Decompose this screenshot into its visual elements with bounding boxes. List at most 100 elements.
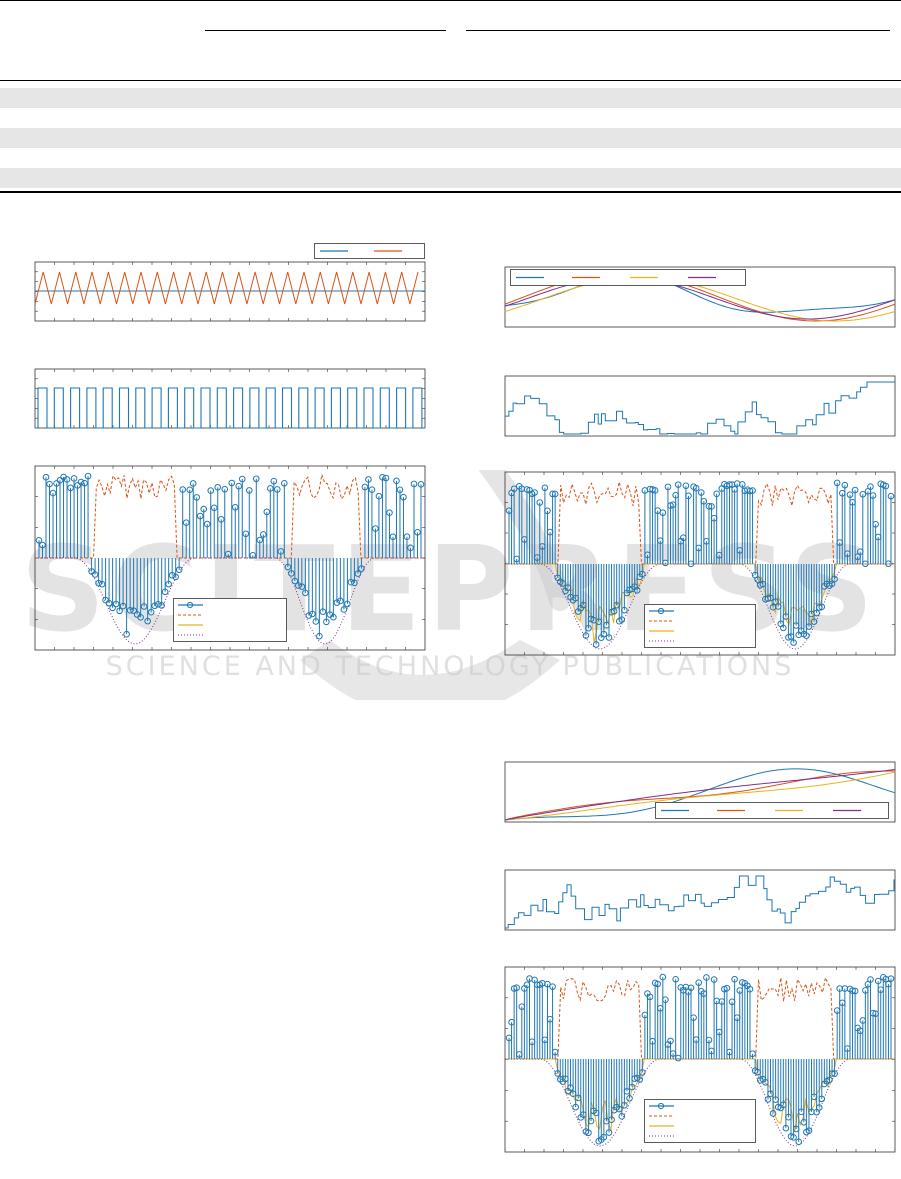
stem-marker (375, 492, 383, 500)
stem-marker (667, 1037, 674, 1045)
stem-marker (56, 476, 64, 484)
right-bottom-plot-steps (504, 869, 896, 931)
stem-marker (585, 624, 592, 632)
square-wave-line (35, 387, 425, 429)
stem-marker (746, 985, 754, 993)
stem-marker (790, 1134, 797, 1141)
stem-marker (541, 484, 549, 492)
stem-marker (407, 544, 414, 552)
stem-marker (168, 571, 176, 579)
stem-marker (396, 486, 404, 494)
stem-marker (662, 996, 669, 1004)
stem-marker (302, 589, 309, 597)
left-plot-square-wave (34, 368, 426, 429)
stem-marker (510, 485, 518, 493)
stem-marker (697, 489, 705, 496)
stem-marker (608, 1116, 615, 1123)
stem-marker (674, 1054, 682, 1062)
stem-marker (214, 483, 222, 491)
stem-marker (869, 1009, 877, 1017)
stem-marker (659, 973, 667, 981)
stem-marker (116, 607, 123, 615)
stem-marker (361, 483, 369, 491)
stem-marker (710, 976, 718, 983)
stem-marker (182, 519, 190, 527)
left-legend-bottom (173, 598, 287, 642)
stem-marker (217, 516, 225, 523)
right-top-plot-steps (504, 375, 896, 437)
stem-marker (295, 582, 302, 589)
stem-marker (161, 588, 169, 596)
stem-marker (81, 479, 88, 487)
stem-marker (780, 624, 787, 632)
stem-marker (639, 570, 646, 578)
stem-marker (372, 525, 379, 532)
left-plot-stem (34, 465, 426, 651)
stem-marker (235, 482, 243, 490)
stem-marker (531, 489, 538, 496)
stem-marker (330, 613, 337, 621)
stem-marker (382, 474, 390, 482)
stem-marker (659, 509, 667, 517)
stem-marker (887, 492, 895, 500)
stem-marker (810, 618, 818, 625)
stem-marker (238, 475, 246, 483)
stem-marker (333, 599, 341, 606)
stem-marker (196, 512, 204, 520)
stem-marker (672, 975, 679, 983)
stem-marker (795, 1138, 803, 1146)
stem-marker (351, 579, 358, 587)
stem-marker (249, 551, 257, 559)
stem-marker (695, 979, 703, 986)
right-bottom-plot-stem (504, 966, 896, 1153)
stem-marker (664, 483, 672, 491)
right-bottom-legend-bottom (644, 1099, 756, 1143)
stem-marker (263, 508, 271, 516)
stem-marker (400, 493, 407, 501)
stem-marker (685, 492, 692, 500)
stem-marker (782, 1124, 790, 1132)
stem-marker (252, 475, 260, 483)
stem-marker (210, 504, 218, 512)
stem-marker (354, 570, 362, 577)
stem-markers (35, 472, 425, 640)
stem-marker (705, 1036, 713, 1044)
stem-marker (690, 1014, 697, 1021)
stem-marker (769, 1110, 777, 1117)
stem-marker (137, 614, 144, 621)
stem-marker (551, 490, 559, 498)
stem-marker (682, 482, 690, 490)
stem-marker (228, 479, 236, 487)
right-top-legend-bottom (644, 604, 756, 648)
series-dash-orange (35, 474, 425, 559)
stem-marker (692, 484, 700, 492)
x-ticks (35, 262, 425, 321)
stem-marker (764, 1096, 772, 1103)
stem-marker (319, 608, 327, 615)
stem-marker (849, 987, 856, 994)
stem-marker (340, 606, 348, 613)
stem-marker (846, 491, 854, 498)
stem-marker (39, 541, 46, 549)
stem-marker (749, 1050, 756, 1058)
stem-marker (841, 481, 849, 489)
stem-marker (887, 975, 895, 982)
stem-marker (536, 499, 544, 506)
stem-marker (815, 1104, 823, 1111)
stem-marker (347, 578, 355, 586)
stem-marker (35, 537, 43, 544)
stem-marker (126, 607, 134, 614)
stem-marker (700, 497, 708, 505)
right-top-legend (510, 269, 746, 286)
stem-marker (186, 486, 193, 494)
stem-marker (628, 1083, 636, 1091)
stem-marker (662, 559, 669, 567)
right-bottom-legend (655, 802, 889, 819)
stem-marker (639, 1069, 646, 1076)
stem-marker (67, 484, 74, 492)
stem-marker (549, 490, 556, 498)
stem-marker (379, 473, 386, 481)
stem-marker (867, 976, 874, 983)
stem-marker (636, 1076, 644, 1083)
stem-marker (610, 607, 618, 615)
